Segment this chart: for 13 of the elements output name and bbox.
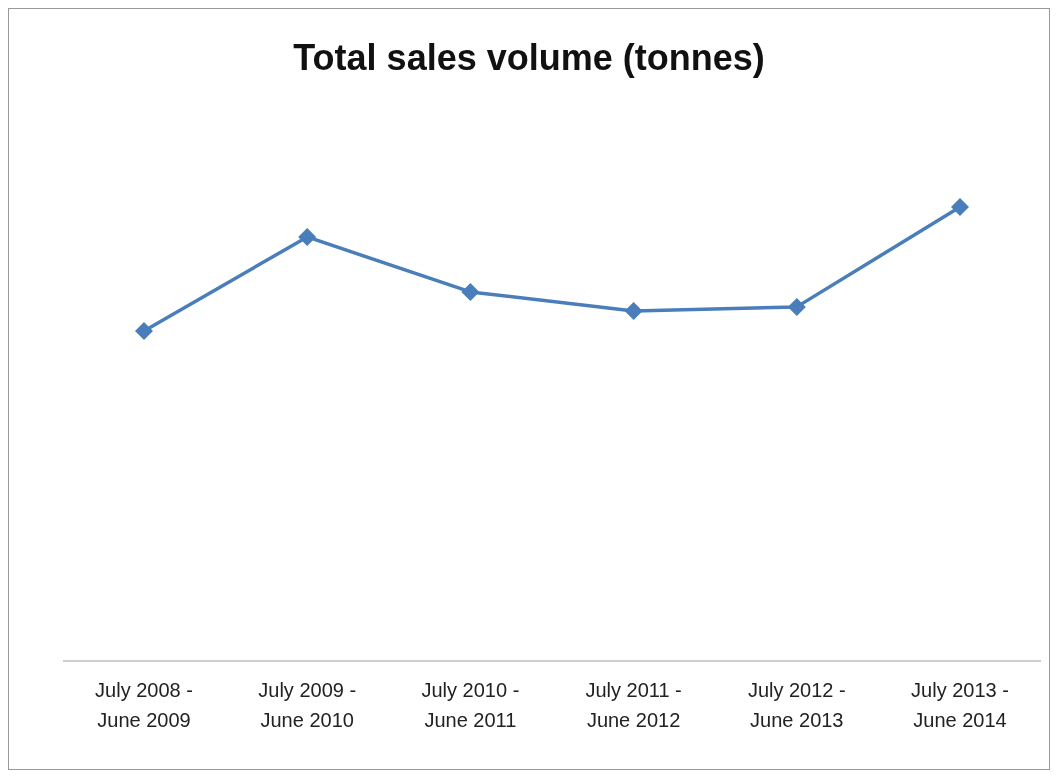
- point: [298, 227, 317, 246]
- x-tick-label: July 2008 - June 2009: [95, 679, 193, 731]
- x-tick-label: July 2011 - June 2012: [585, 679, 682, 731]
- point: [787, 297, 806, 316]
- x-tick-label: July 2013 - June 2014: [911, 679, 1009, 731]
- chart-title: Total sales volume (tonnes): [292, 37, 766, 79]
- x-tick-label: July 2009 - June 2010: [258, 679, 357, 731]
- x-tick-label: July 2012 - June 2013: [747, 679, 846, 731]
- point: [135, 321, 153, 340]
- x-tick-label: July 2010 - June 2011: [421, 679, 520, 731]
- point: [461, 282, 480, 301]
- point: [951, 198, 969, 216]
- point: [624, 301, 643, 320]
